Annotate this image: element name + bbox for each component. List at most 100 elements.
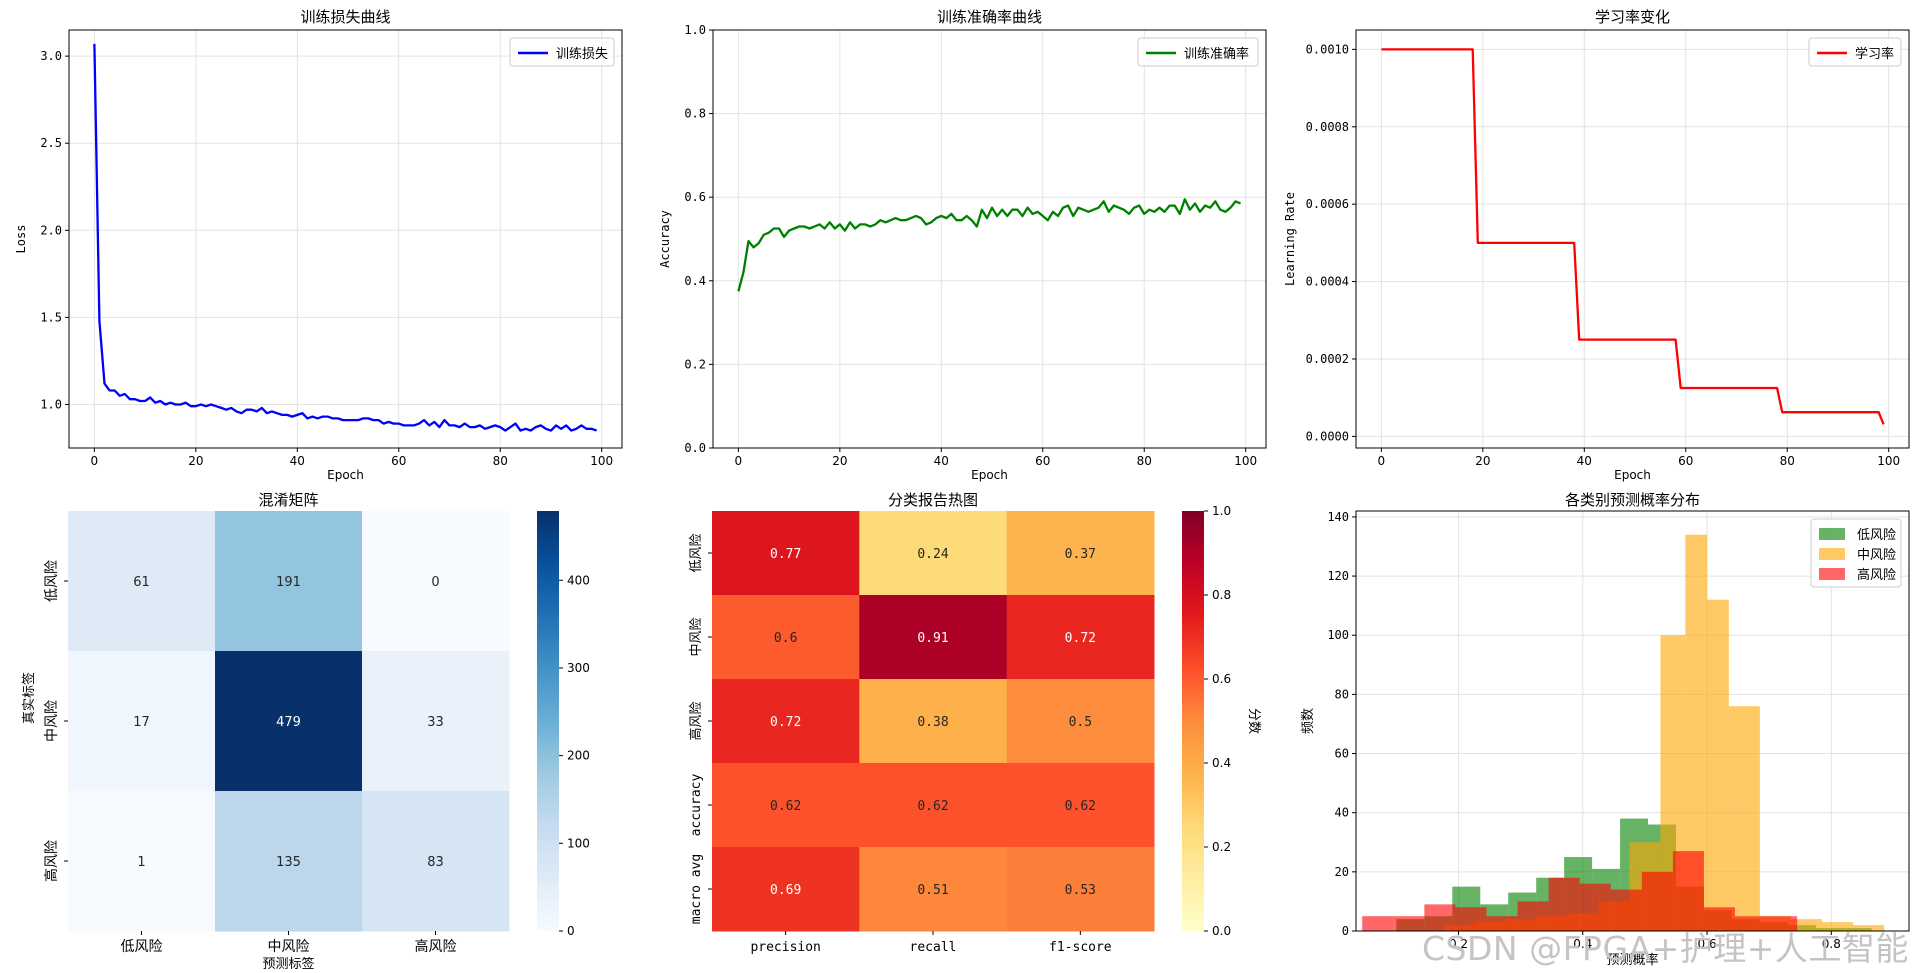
histogram-bar [1728, 706, 1760, 931]
x-axis-label: 预测概率 [1606, 952, 1658, 968]
y-tick-label: 60 [1335, 747, 1349, 761]
y-tick-label: 0.0006 [1306, 197, 1349, 211]
y-tick-label: 0.8 [684, 107, 706, 121]
x-tick-label: recall [910, 940, 957, 955]
report-cell [712, 595, 860, 680]
colorbar-tick-label: 0 [567, 924, 575, 938]
y-tick-label: 0.0008 [1306, 120, 1349, 134]
confusion-cell-value: 0 [431, 575, 439, 590]
x-axis-label: Epoch [327, 468, 364, 482]
report-cell-value: 0.77 [770, 547, 801, 562]
report-cell [859, 511, 1008, 596]
x-axis-label: Epoch [1614, 468, 1651, 482]
x-tick-label: 0.8 [1822, 937, 1841, 951]
y-tick-label: 0.0004 [1306, 275, 1349, 289]
x-tick-label: 0 [91, 454, 99, 468]
x-tick-label: precision [750, 940, 820, 955]
histogram-bar [1790, 919, 1823, 931]
histogram-bar [1766, 916, 1798, 931]
report-cell-value: 0.69 [770, 883, 801, 898]
y-tick-label: accuracy [689, 774, 704, 837]
y-tick-label: 20 [1335, 865, 1349, 879]
learning-rate-chart: 0 20 40 60 80 100 0.0000 0.0002 0.0004 0.0006 0.00… [1283, 8, 1910, 482]
y-tick-label: 高风险 [43, 840, 60, 882]
report-cell-value: 0.62 [1065, 799, 1096, 814]
legend-label: 训练准确率 [1184, 46, 1249, 62]
y-tick-label: 1.0 [684, 23, 706, 37]
confusion-cell [68, 511, 216, 652]
report-cell [1006, 595, 1155, 680]
chart-title: 混淆矩阵 [258, 491, 318, 509]
histogram-bar [1362, 916, 1394, 931]
report-cell [1006, 679, 1155, 764]
confusion-cell-value: 191 [276, 575, 301, 590]
histogram-bar [1424, 904, 1456, 931]
y-tick-label: 0 [1342, 924, 1349, 938]
histogram-bar [1579, 883, 1611, 931]
histogram-bar [1672, 851, 1704, 931]
x-tick-label: 60 [1035, 454, 1050, 468]
x-tick-label: 低风险 [121, 939, 163, 955]
x-tick-label: 40 [1577, 454, 1592, 468]
axes-frame [712, 29, 1267, 449]
x-tick-label: 60 [391, 454, 406, 468]
x-tick-label: 100 [590, 454, 613, 468]
confusion-cell-value: 135 [276, 855, 301, 870]
axes-frame [1355, 29, 1910, 449]
x-tick-label: 20 [832, 454, 847, 468]
histogram-bar [1703, 907, 1736, 931]
report-cell [712, 511, 860, 596]
x-tick-label: f1-score [1049, 940, 1112, 955]
y-tick-label: 0.0002 [1306, 352, 1349, 366]
y-tick-label: 2.0 [40, 223, 62, 237]
legend-patch-swatch [1819, 548, 1845, 560]
y-tick-label: 140 [1327, 510, 1349, 524]
y-tick-label: 100 [1327, 628, 1349, 642]
classification-report-chart: 0.77 0.24 0.37 0.6 0.91 0.72 0.72 0.38 0.5 0.62 0.… [688, 491, 1261, 955]
y-axis-label: 频数 [1301, 708, 1316, 734]
report-cell-value: 0.62 [917, 799, 948, 814]
report-cell [859, 595, 1008, 680]
colorbar-tick-label: 0.6 [1212, 672, 1231, 686]
legend-box [1808, 37, 1902, 67]
y-tick-label: 中风险 [44, 700, 60, 742]
report-cell-value: 0.72 [770, 715, 801, 730]
watermark: CSDN @FPGA+护理+人工智能 [1422, 929, 1909, 968]
colorbar [1182, 511, 1204, 931]
y-tick-label: 高风险 [688, 701, 704, 740]
confusion-cell [68, 651, 216, 792]
colorbar-label: 分数 [1246, 708, 1261, 734]
confusion-cell [362, 651, 510, 792]
legend-box [509, 37, 615, 67]
accuracy-chart: 0 20 40 60 80 100 0.0 0.2 0.4 0.6 0.8 1.0 训练准确率曲线 Epo… [658, 8, 1267, 482]
chart-title: 学习率变化 [1595, 8, 1670, 26]
histogram-bar [1486, 916, 1518, 931]
report-cell [1006, 511, 1155, 596]
y-tick-label: 0.2 [684, 357, 706, 371]
y-tick-label: 40 [1335, 806, 1349, 820]
legend-label: 中风险 [1857, 548, 1896, 563]
x-tick-label: 20 [188, 454, 203, 468]
report-cell [712, 847, 860, 932]
x-tick-label: 80 [493, 454, 508, 468]
x-tick-label: 40 [934, 454, 949, 468]
confusion-cell-value: 17 [133, 715, 150, 730]
confusion-cell [362, 511, 510, 652]
x-tick-label: 高风险 [415, 938, 457, 955]
legend-label: 高风险 [1857, 567, 1896, 583]
y-tick-label: macro avg [689, 854, 704, 924]
histogram-bar [1393, 916, 1425, 931]
y-tick-label: 0.0000 [1306, 429, 1349, 443]
x-tick-label: 中风险 [268, 939, 310, 955]
report-cell-value: 0.6 [774, 631, 797, 646]
y-tick-label: 0.6 [684, 190, 706, 204]
histogram-bar [1707, 599, 1729, 931]
colorbar [537, 511, 559, 931]
y-axis-label: Learning Rate [1283, 192, 1297, 286]
y-tick-label: 2.5 [40, 136, 62, 150]
confusion-cell-value: 61 [133, 575, 150, 590]
confusion-cell [215, 511, 363, 652]
report-cell-value: 0.72 [1065, 631, 1096, 646]
histogram-bar [1548, 877, 1580, 931]
y-tick-label: 低风险 [689, 533, 704, 572]
